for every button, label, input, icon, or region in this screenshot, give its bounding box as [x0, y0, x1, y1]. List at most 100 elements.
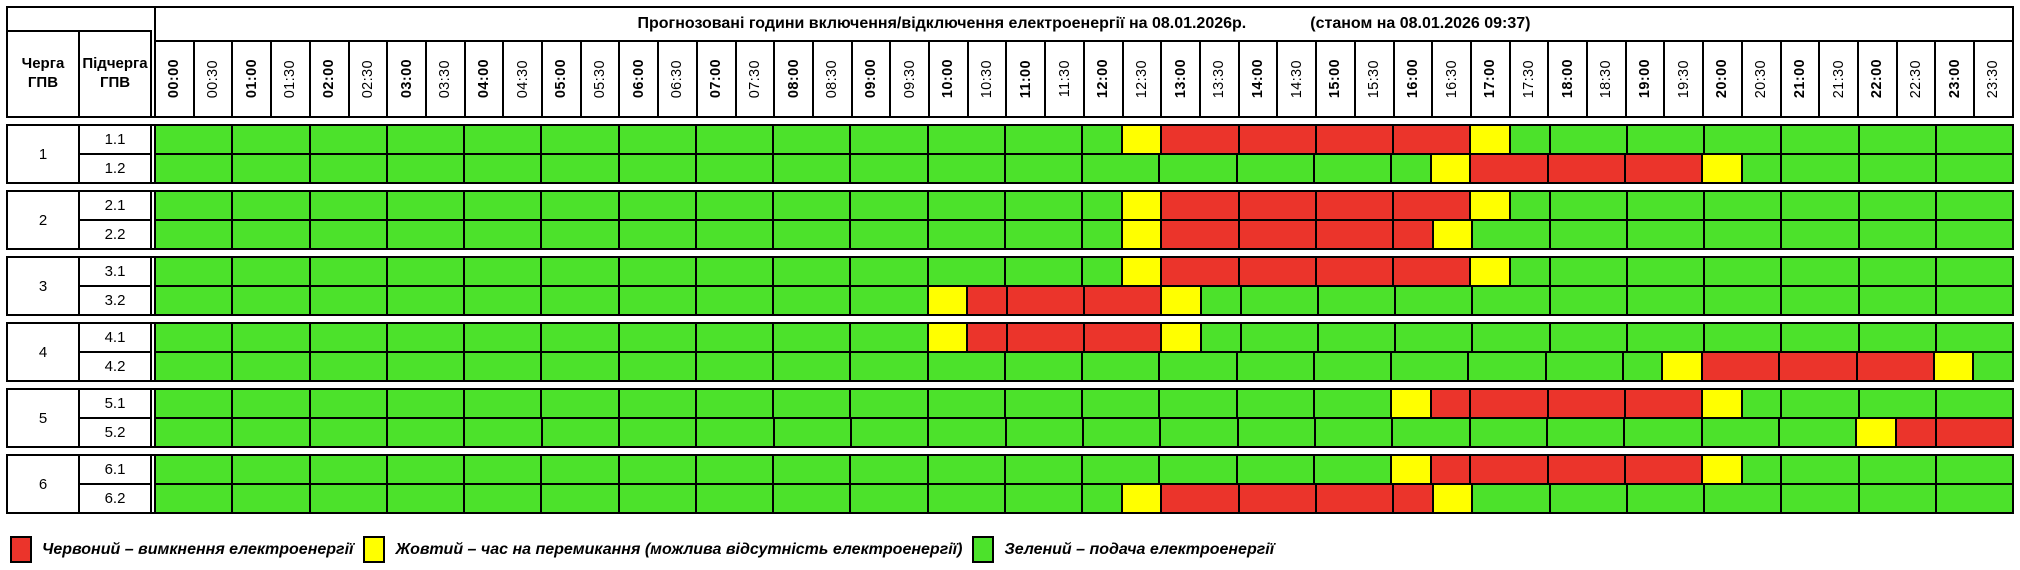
subqueue-label-cell: 4.2: [104, 358, 126, 375]
time-header-cell: 03:00: [386, 42, 425, 116]
schedule-cell: [1120, 221, 1161, 248]
schedule-cell: [617, 221, 695, 248]
time-label: 02:00: [321, 59, 338, 99]
schedule-cell: [849, 258, 927, 285]
schedule-cell: [617, 419, 696, 446]
schedule-cell: [1160, 126, 1238, 153]
time-header-cell: 20:30: [1740, 42, 1780, 116]
queue-number-cell: 1: [8, 126, 80, 182]
slots-area: [154, 258, 2012, 314]
schedule-cell: [1778, 353, 1856, 380]
group-2: 2 2.1 2.2: [6, 190, 2014, 250]
schedule-cell: [540, 258, 618, 285]
time-label: 14:30: [1288, 59, 1305, 99]
time-label: 07:00: [708, 59, 725, 99]
schedule-cell: [540, 456, 618, 483]
schedule-cell: [1312, 353, 1390, 380]
schedule-cell: [1392, 221, 1432, 248]
schedule-cell: [1394, 287, 1472, 314]
schedule-cell: [1703, 258, 1781, 285]
schedule-cell: [156, 258, 232, 285]
schedule-cell: [308, 419, 386, 446]
schedule-cell: [1548, 324, 1626, 351]
schedule-cell: [1703, 126, 1781, 153]
schedule-cell: [849, 456, 927, 483]
schedule-cell: [308, 126, 386, 153]
schedule-cell: [1235, 390, 1313, 417]
time-header-cell: 02:30: [347, 42, 387, 116]
schedule-cell: [1934, 390, 2012, 417]
schedule-cell: [617, 287, 695, 314]
schedule-cell: [385, 258, 463, 285]
groups-container: 1 1.1 1.2 2 2.1 2.2 3 3.1 3.2 4 4.1 4.2 5 5.1 5.2 6 6.1 6…: [6, 124, 2014, 514]
schedule-cell: [1312, 390, 1390, 417]
time-header-cell: 10:30: [966, 42, 1006, 116]
legend-item-red: Червоний – вимкнення електроенергії: [10, 536, 353, 563]
schedule-cell: [849, 221, 927, 248]
schedule-cell: [772, 353, 850, 380]
schedule-cell: [463, 456, 541, 483]
schedule-cell: [1625, 221, 1703, 248]
queue-number-cell: 5: [8, 390, 80, 446]
schedule-cell: [772, 155, 850, 182]
time-header-cell: 13:30: [1198, 42, 1238, 116]
queue-header-cell: Черга ГПВ: [8, 32, 80, 116]
time-label: 05:30: [592, 59, 609, 99]
schedule-cell: [617, 126, 695, 153]
schedule-cell: [231, 192, 309, 219]
time-label: 22:00: [1869, 59, 1886, 99]
queue-number-cell: 2: [8, 192, 80, 248]
schedule-cell: [849, 353, 927, 380]
group-6: 6 6.1 6.2: [6, 454, 2014, 514]
schedule-row-2.1: [156, 192, 2012, 221]
schedule-cell: [540, 353, 618, 380]
time-label: 16:30: [1443, 59, 1460, 99]
schedule-cell: [1081, 485, 1121, 512]
time-header-cell: 15:00: [1315, 42, 1354, 116]
schedule-cell: [231, 324, 309, 351]
schedule-cell: [1701, 390, 1741, 417]
schedule-row-5.1: [156, 390, 2012, 419]
schedule-row-6.2: [156, 485, 2012, 512]
schedule-cell: [231, 456, 309, 483]
schedule-cell: [1934, 456, 2012, 483]
time-header-cell: 17:30: [1508, 42, 1548, 116]
schedule-cell: [156, 155, 232, 182]
schedule-cell: [694, 287, 772, 314]
schedule-cell: [772, 419, 850, 446]
schedule-cell: [772, 485, 850, 512]
schedule-cell: [694, 155, 772, 182]
schedule-cell: [231, 126, 309, 153]
time-label: 23:00: [1946, 59, 1963, 99]
schedule-cell: [1857, 390, 1935, 417]
schedule-cell: [1160, 258, 1238, 285]
schedule-cell: [849, 324, 927, 351]
schedule-cell: [463, 192, 541, 219]
schedule-cell: [1972, 353, 2012, 380]
schedule-cell: [1548, 287, 1626, 314]
subqueue-label-cell: 3.1: [80, 258, 150, 287]
schedule-cell: [308, 287, 386, 314]
schedule-cell: [617, 390, 695, 417]
schedule-cell: [1469, 456, 1547, 483]
red-swatch-icon: [10, 536, 32, 563]
schedule-row-3.1: [156, 258, 2012, 287]
schedule-cell: [772, 456, 850, 483]
schedule-cell: [1857, 126, 1935, 153]
schedule-cell: [1431, 485, 1472, 512]
schedule-cell: [463, 221, 541, 248]
schedule-cell: [1468, 419, 1546, 446]
time-header-cell: 07:00: [695, 42, 735, 116]
schedule-cell: [772, 258, 850, 285]
schedule-cell: [772, 221, 850, 248]
schedule-cell: [1081, 419, 1160, 446]
time-header-cell: 20:00: [1702, 42, 1741, 116]
schedule-cell: [1469, 155, 1547, 182]
time-label: 02:30: [359, 59, 376, 99]
schedule-cell: [1237, 485, 1315, 512]
schedule-cell: [1392, 258, 1470, 285]
header-right-area: Прогнозовані години включення/відключенн…: [154, 8, 2012, 116]
schedule-cell: [308, 221, 386, 248]
schedule-cell: [463, 258, 541, 285]
schedule-cell: [1431, 221, 1472, 248]
